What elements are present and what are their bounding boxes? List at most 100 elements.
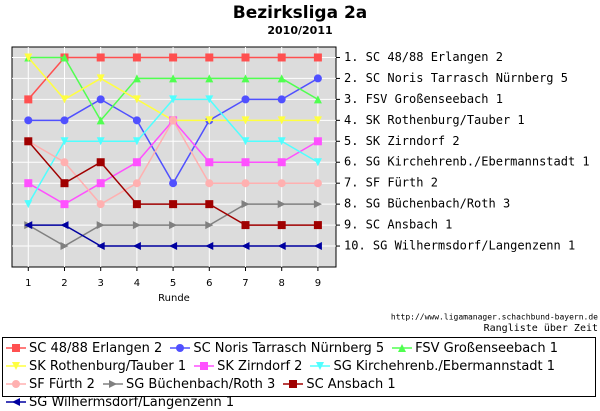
marker xyxy=(96,200,105,209)
marker xyxy=(241,116,250,125)
x-tick-label: 9 xyxy=(315,278,321,289)
marker xyxy=(132,53,141,62)
marker xyxy=(60,116,69,125)
x-tick-label: 6 xyxy=(206,278,212,289)
y-tick-label: 4. SK Rothenburg/Tauber 1 xyxy=(344,113,525,127)
marker xyxy=(205,158,214,167)
footer-url: http://www.ligamanager.schachbund-bayern… xyxy=(391,313,598,322)
x-tick-label: 8 xyxy=(279,278,285,289)
marker xyxy=(12,362,20,370)
marker xyxy=(241,137,250,146)
marker xyxy=(60,221,69,230)
y-tick-label: 10. SG Wilhermsdorf/Langenzenn 1 xyxy=(344,239,575,253)
legend-item: SF Fürth 2 xyxy=(6,375,95,393)
legend-label: SG Wilhermsdorf/Langenzenn 1 xyxy=(29,394,235,410)
marker xyxy=(12,398,20,406)
marker xyxy=(96,179,105,188)
marker xyxy=(200,362,209,370)
marker xyxy=(205,179,214,188)
marker xyxy=(108,380,117,388)
marker xyxy=(277,179,286,188)
legend-label: SC 48/88 Erlangen 2 xyxy=(29,340,163,356)
marker xyxy=(169,200,178,209)
x-tick-label: 4 xyxy=(134,278,140,289)
x-tick-label: 1 xyxy=(25,278,31,289)
marker xyxy=(12,380,20,388)
marker xyxy=(24,95,33,104)
legend-item: SG Kirchehrenb./Ebermannstadt 1 xyxy=(310,357,555,375)
marker xyxy=(132,221,141,230)
x-tick-label: 3 xyxy=(98,278,104,289)
marker xyxy=(60,179,69,188)
legend-label: SK Rothenburg/Tauber 1 xyxy=(29,358,187,374)
marker xyxy=(132,137,141,146)
marker xyxy=(60,137,69,146)
marker xyxy=(96,137,105,146)
marker xyxy=(169,242,178,251)
marker xyxy=(313,179,322,188)
legend-swatch xyxy=(194,362,215,370)
legend-label: SC Noris Tarrasch Nürnberg 5 xyxy=(193,340,385,356)
marker xyxy=(205,242,214,251)
legend-label: SK Zirndorf 2 xyxy=(217,358,303,374)
marker xyxy=(96,221,105,230)
legend-item: SK Rothenburg/Tauber 1 xyxy=(6,357,186,375)
legend-item: FSV Großenseebach 1 xyxy=(392,339,558,357)
marker xyxy=(132,242,141,251)
marker xyxy=(241,95,250,104)
marker xyxy=(96,74,105,83)
legend-label: SG Büchenbach/Roth 3 xyxy=(125,376,276,392)
marker xyxy=(60,53,69,62)
marker xyxy=(277,158,286,167)
marker xyxy=(241,242,250,251)
y-tick-label: 2. SC Noris Tarrasch Nürnberg 5 xyxy=(344,71,568,85)
marker xyxy=(60,242,69,251)
marker xyxy=(205,53,214,62)
marker xyxy=(277,116,286,125)
marker xyxy=(241,74,250,83)
legend-swatch xyxy=(170,344,191,352)
marker xyxy=(277,53,286,62)
marker xyxy=(277,137,286,146)
marker xyxy=(169,221,178,230)
marker xyxy=(205,74,214,83)
marker xyxy=(313,242,322,251)
marker xyxy=(313,158,322,167)
marker xyxy=(24,137,33,146)
marker xyxy=(241,158,250,167)
legend-item: SC Ansbach 1 xyxy=(283,375,396,393)
legend: SC 48/88 Erlangen 2 SC Noris Tarrasch Nür… xyxy=(2,337,596,410)
y-tick-label: 6. SG Kirchehrenb./Ebermannstadt 1 xyxy=(344,155,590,169)
legend-item: SK Zirndorf 2 xyxy=(194,357,302,375)
legend-swatch xyxy=(6,344,26,352)
marker xyxy=(169,116,178,125)
marker xyxy=(24,116,33,125)
legend-label: SG Kirchehrenb./Ebermannstadt 1 xyxy=(333,358,556,374)
marker xyxy=(205,200,214,209)
marker xyxy=(169,179,178,188)
marker xyxy=(313,200,322,209)
marker xyxy=(277,221,286,230)
marker xyxy=(132,74,141,83)
legend-swatch xyxy=(392,344,413,352)
marker xyxy=(24,221,33,230)
marker xyxy=(205,95,214,104)
marker xyxy=(132,116,141,125)
marker xyxy=(60,200,69,209)
marker xyxy=(241,53,250,62)
marker xyxy=(12,344,20,352)
x-tick-label: 5 xyxy=(170,278,176,289)
marker xyxy=(132,95,141,104)
marker xyxy=(169,74,178,83)
marker xyxy=(241,221,250,230)
legend-swatch xyxy=(6,362,26,370)
marker xyxy=(313,221,322,230)
legend-label: FSV Großenseebach 1 xyxy=(415,340,558,356)
marker xyxy=(313,116,322,125)
marker xyxy=(241,200,250,209)
legend-item: SG Wilhermsdorf/Langenzenn 1 xyxy=(6,393,234,411)
y-tick-label: 7. SF Fürth 2 xyxy=(344,176,438,190)
legend-item: SC Noris Tarrasch Nürnberg 5 xyxy=(170,339,384,357)
marker xyxy=(289,380,298,388)
marker xyxy=(313,53,322,62)
